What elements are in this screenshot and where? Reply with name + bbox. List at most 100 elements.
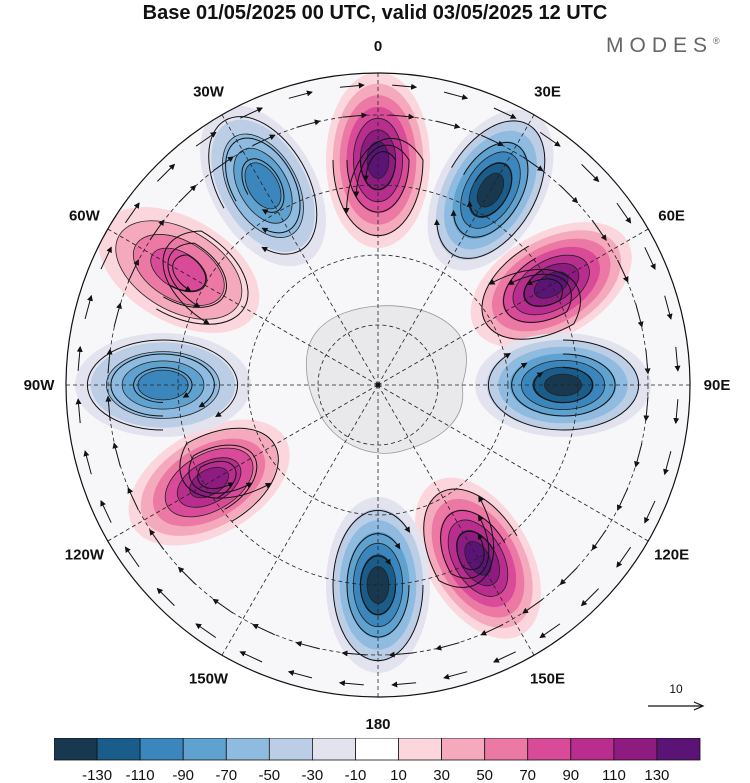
colorbar-tick-label: -70 [215, 767, 237, 783]
flow-arrow [124, 546, 140, 568]
flow-arrow [436, 120, 461, 129]
reference-vector: 10 [646, 682, 706, 716]
colorbar-swatch [268, 738, 313, 761]
flow-arrow [392, 83, 418, 90]
colorbar-tick-label: 50 [476, 767, 493, 783]
flow-arrow [239, 651, 263, 663]
chart-title: Base 01/05/2025 00 UTC, valid 03/05/2025… [142, 2, 608, 24]
streamline-loop [332, 509, 424, 662]
streamline-loop [423, 488, 518, 588]
longitude-label: 60W [69, 208, 101, 225]
flow-arrow [288, 90, 313, 99]
colorbar-tick-label: -10 [345, 767, 367, 783]
longitude-label: 60E [658, 208, 685, 225]
flow-arrow [83, 450, 92, 475]
flow-arrow [539, 623, 561, 639]
colorbar-swatch [484, 738, 529, 761]
flow-arrow [84, 294, 93, 320]
longitude-labels: 0 30E 60E 90E 120E 150E 180 150W 120W 90W 60W 30W [24, 38, 731, 733]
colorbar-swatch [527, 738, 572, 761]
colorbar-tick-label: -30 [302, 767, 324, 783]
flow-arrow [75, 398, 82, 424]
flow-arrow [195, 131, 217, 147]
flow-arrow [539, 131, 561, 147]
colorbar: -130 -110 -90 -70 -50 -30 -10 10 30 50 70 90 110 130 [54, 738, 701, 783]
antarctica-landmass [305, 305, 467, 454]
longitude-label: 150E [530, 671, 565, 688]
colorbar-tick-label: -130 [82, 767, 112, 783]
longitude-label: 180 [365, 716, 390, 733]
meridian-line [107, 384, 379, 542]
flow-arrow [493, 107, 517, 119]
flow-arrow [580, 588, 599, 607]
colorbar-tick-label: 30 [433, 767, 450, 783]
graticule [66, 73, 690, 697]
polar-map: 0 30E 60E 90E 120E 150E 180 150W 120W 90W 60W 30W [24, 38, 731, 733]
colorbar-swatch [441, 738, 486, 761]
meridian-line [377, 114, 535, 386]
flow-arrow [339, 82, 365, 89]
longitude-label: 150W [189, 671, 229, 688]
flow-arrow [492, 651, 516, 663]
colorbar-swatch [398, 738, 442, 761]
streamline-loop [208, 116, 318, 255]
flow-arrow [443, 671, 468, 680]
flow-arrow [100, 246, 112, 270]
brand-logo: MODES® [606, 34, 720, 58]
colorbar-tick-label: 90 [562, 767, 579, 783]
streamline-loop [481, 245, 581, 340]
colorbar-swatch [656, 738, 701, 761]
colorbar-swatch [311, 738, 356, 761]
longitude-label: 30E [534, 83, 561, 100]
colorbar-tick-label: -50 [258, 767, 280, 783]
longitude-label: 120W [65, 547, 105, 564]
flow-arrow [480, 624, 504, 636]
colorbar-swatch [182, 738, 227, 761]
flow-arrow [617, 487, 629, 511]
colorbar-tick-label: -110 [126, 767, 155, 783]
longitude-label: 90W [24, 377, 56, 394]
meridian-line [377, 384, 649, 542]
colorbar-swatch [54, 738, 98, 761]
flow-arrow [240, 107, 264, 119]
colorbar-swatch [139, 738, 184, 761]
flow-arrow [124, 202, 140, 224]
flow-arrow [100, 499, 112, 523]
colorbar-tick-label: 110 [602, 767, 626, 783]
flow-arrow [616, 202, 632, 224]
flow-arrow [287, 670, 313, 679]
flow-arrow [674, 346, 681, 372]
flow-arrow [157, 163, 176, 182]
colorbar-swatch [570, 738, 615, 761]
flow-arrow [581, 164, 600, 183]
colorbar-tick-label: -90 [172, 767, 194, 783]
meridian-line [221, 384, 379, 656]
colorbar-tick-label: 10 [390, 767, 407, 783]
longitude-label: 30W [193, 83, 225, 100]
meridian-line [377, 384, 535, 656]
colorbar-swatch [613, 738, 658, 761]
meridian-line [221, 114, 379, 386]
longitude-label: 0 [374, 38, 382, 55]
map-border [65, 72, 691, 698]
flow-arrow [443, 91, 469, 100]
flow-arrow [338, 680, 364, 687]
registered-mark: ® [713, 36, 720, 46]
streamlines [75, 82, 681, 688]
flow-arrow [156, 587, 175, 606]
pole-marker [375, 382, 381, 388]
colorbar-swatch [96, 738, 141, 761]
meridian-line [377, 228, 649, 386]
longitude-label: 90E [704, 377, 731, 394]
flow-arrow [663, 450, 672, 476]
colorbar-tick-label: 130 [644, 767, 669, 783]
flow-arrow [644, 247, 656, 271]
colorbar-swatch [225, 738, 270, 761]
streamline-loop [179, 427, 279, 522]
flow-arrow [391, 681, 417, 688]
streamline-loop [86, 339, 239, 431]
flow-arrow [76, 345, 83, 371]
flow-arrow [664, 295, 673, 320]
longitude-label: 120E [654, 547, 689, 564]
meridian-line [107, 228, 379, 386]
